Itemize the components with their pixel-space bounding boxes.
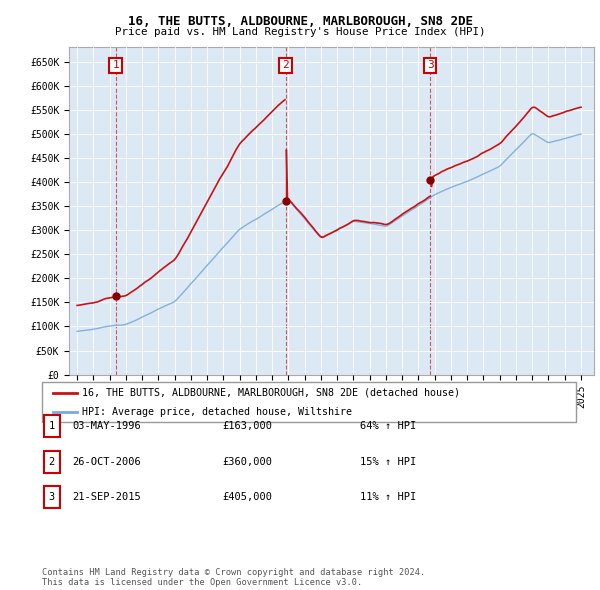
Text: 16, THE BUTTS, ALDBOURNE, MARLBOROUGH, SN8 2DE (detached house): 16, THE BUTTS, ALDBOURNE, MARLBOROUGH, S…: [82, 388, 460, 398]
Text: 11% ↑ HPI: 11% ↑ HPI: [360, 492, 416, 502]
Text: £360,000: £360,000: [222, 457, 272, 467]
Bar: [44, 451, 59, 473]
Text: HPI: Average price, detached house, Wiltshire: HPI: Average price, detached house, Wilt…: [82, 407, 352, 417]
Bar: [44, 415, 59, 437]
Text: £163,000: £163,000: [222, 421, 272, 431]
Text: 3: 3: [49, 492, 55, 502]
Text: Contains HM Land Registry data © Crown copyright and database right 2024.
This d: Contains HM Land Registry data © Crown c…: [42, 568, 425, 587]
Text: Price paid vs. HM Land Registry's House Price Index (HPI): Price paid vs. HM Land Registry's House …: [115, 27, 485, 37]
Text: 03-MAY-1996: 03-MAY-1996: [72, 421, 141, 431]
Text: £405,000: £405,000: [222, 492, 272, 502]
Text: 1: 1: [112, 60, 119, 70]
Text: 26-OCT-2006: 26-OCT-2006: [72, 457, 141, 467]
Text: 64% ↑ HPI: 64% ↑ HPI: [360, 421, 416, 431]
Bar: [44, 486, 59, 508]
Text: 1: 1: [49, 421, 55, 431]
Text: 2: 2: [282, 60, 289, 70]
Text: 3: 3: [427, 60, 434, 70]
Text: 16, THE BUTTS, ALDBOURNE, MARLBOROUGH, SN8 2DE: 16, THE BUTTS, ALDBOURNE, MARLBOROUGH, S…: [128, 15, 473, 28]
Text: 21-SEP-2015: 21-SEP-2015: [72, 492, 141, 502]
Text: 2: 2: [49, 457, 55, 467]
Text: 15% ↑ HPI: 15% ↑ HPI: [360, 457, 416, 467]
